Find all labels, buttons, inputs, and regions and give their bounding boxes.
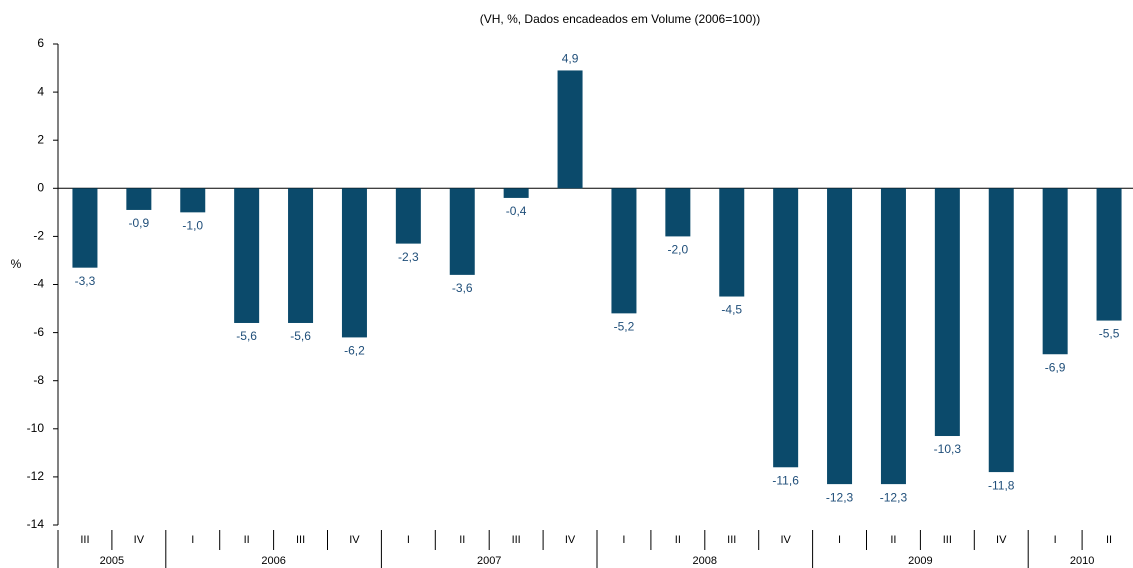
bar — [180, 188, 206, 213]
x-group-label: 2007 — [477, 555, 501, 567]
bar — [449, 188, 475, 275]
x-tick-label: I — [838, 534, 841, 546]
y-tick-label: 6 — [37, 36, 44, 50]
x-tick-label: IV — [565, 534, 576, 546]
value-label: -10,3 — [934, 442, 962, 456]
value-label: -0,9 — [129, 216, 150, 230]
x-tick-label: III — [80, 534, 89, 546]
x-group-label: 2008 — [693, 555, 717, 567]
x-tick-label: III — [512, 534, 521, 546]
x-tick-label: I — [1054, 534, 1057, 546]
value-label: -0,4 — [506, 204, 527, 218]
bar — [1042, 188, 1068, 355]
x-tick-label: IV — [780, 534, 791, 546]
x-tick-label: I — [407, 534, 410, 546]
bar — [988, 188, 1014, 473]
value-label: -3,6 — [452, 281, 473, 295]
x-group-label: 2010 — [1070, 555, 1094, 567]
bar — [719, 188, 745, 297]
bar — [234, 188, 260, 323]
value-label: -3,3 — [75, 274, 96, 288]
bar — [72, 188, 98, 268]
value-label: -2,0 — [668, 243, 689, 257]
bar — [557, 70, 583, 189]
bar — [880, 188, 906, 485]
value-label: -11,6 — [772, 473, 799, 487]
x-tick-label: I — [191, 534, 194, 546]
x-group-label: 2005 — [100, 555, 124, 567]
x-tick-label: II — [675, 534, 681, 546]
value-label: -5,2 — [614, 320, 635, 334]
y-tick-label: -2 — [33, 229, 44, 243]
x-tick-label: III — [727, 534, 736, 546]
bar — [288, 188, 314, 323]
value-label: -12,3 — [880, 490, 908, 504]
bar — [827, 188, 853, 485]
value-label: -5,6 — [236, 329, 257, 343]
x-tick-label: IV — [349, 534, 360, 546]
bar — [395, 188, 421, 244]
x-tick-label: III — [943, 534, 952, 546]
bar — [611, 188, 637, 314]
y-tick-label: -8 — [33, 373, 44, 387]
bar — [341, 188, 367, 338]
bar — [1096, 188, 1122, 321]
x-tick-label: IV — [996, 534, 1007, 546]
x-group-label: 2006 — [261, 555, 285, 567]
y-tick-label: -6 — [33, 325, 44, 339]
bar — [773, 188, 799, 468]
x-group-label: 2009 — [908, 555, 932, 567]
value-label: -2,3 — [398, 250, 419, 264]
y-tick-label: 2 — [37, 132, 44, 146]
x-tick-label: III — [296, 534, 305, 546]
x-tick-label: I — [622, 534, 625, 546]
x-tick-label: IV — [134, 534, 145, 546]
value-label: -5,6 — [290, 329, 311, 343]
value-label: 4,9 — [562, 52, 579, 66]
bar — [665, 188, 691, 237]
value-label: -1,0 — [182, 219, 203, 233]
y-tick-label: -4 — [33, 277, 44, 291]
y-tick-label: 4 — [37, 84, 44, 98]
value-label: -11,8 — [988, 478, 1015, 492]
y-axis-label: % — [11, 257, 22, 271]
value-label: -5,5 — [1099, 327, 1120, 341]
y-tick-label: 0 — [37, 180, 44, 194]
y-tick-label: -10 — [27, 421, 45, 435]
y-tick-label: -12 — [27, 469, 45, 483]
y-tick-label: -14 — [27, 517, 45, 531]
bar — [934, 188, 960, 437]
value-label: -6,2 — [344, 344, 365, 358]
x-tick-label: II — [459, 534, 465, 546]
x-tick-label: II — [244, 534, 250, 546]
bar — [503, 188, 529, 198]
chart-title: (VH, %, Dados encadeados em Volume (2006… — [480, 12, 761, 26]
x-tick-label: II — [890, 534, 896, 546]
value-label: -6,9 — [1045, 360, 1066, 374]
x-tick-label: II — [1106, 534, 1112, 546]
value-label: -12,3 — [826, 490, 854, 504]
bar — [126, 188, 152, 210]
value-label: -4,5 — [721, 303, 742, 317]
